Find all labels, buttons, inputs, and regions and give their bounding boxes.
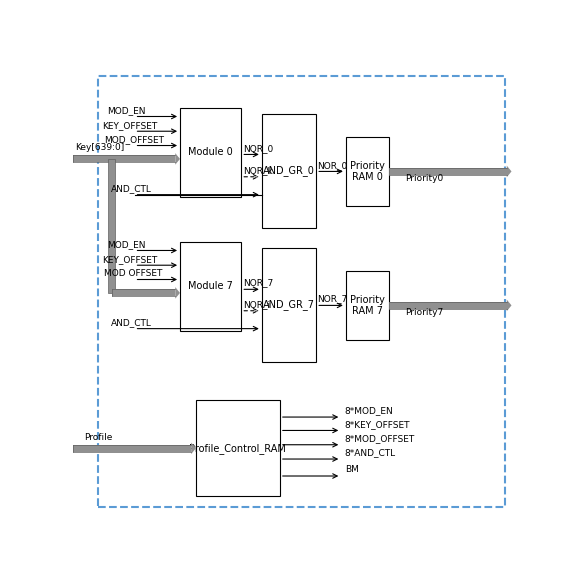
- Bar: [346, 271, 389, 340]
- Text: AND_CTL: AND_CTL: [111, 184, 152, 193]
- Text: Module 0: Module 0: [188, 147, 233, 157]
- Text: MOD_EN: MOD_EN: [107, 106, 146, 115]
- Text: NOR_i: NOR_i: [243, 300, 270, 309]
- Bar: [262, 248, 316, 362]
- Text: Profile: Profile: [84, 433, 113, 441]
- Text: Priority7: Priority7: [405, 307, 443, 317]
- Polygon shape: [175, 153, 180, 165]
- Text: NOR_7: NOR_7: [243, 278, 273, 288]
- Polygon shape: [108, 159, 115, 293]
- Polygon shape: [507, 166, 512, 177]
- Polygon shape: [389, 168, 507, 175]
- Text: MOD_EN: MOD_EN: [107, 240, 146, 249]
- Text: NOR_7: NOR_7: [318, 295, 348, 303]
- Text: 8*MOD_OFFSET: 8*MOD_OFFSET: [345, 434, 415, 443]
- Bar: [180, 241, 241, 331]
- Text: Priority
RAM 0: Priority RAM 0: [350, 161, 385, 182]
- Text: AND_CTL: AND_CTL: [111, 318, 152, 327]
- Bar: [262, 114, 316, 228]
- Text: MOD_OFFSET: MOD_OFFSET: [104, 135, 163, 144]
- Text: NOR_0: NOR_0: [318, 161, 348, 169]
- Text: 8*MOD_EN: 8*MOD_EN: [345, 406, 394, 415]
- Bar: [180, 107, 241, 197]
- Text: Priority
RAM 7: Priority RAM 7: [350, 295, 385, 316]
- Polygon shape: [73, 155, 175, 162]
- Text: MOD OFFSET: MOD OFFSET: [104, 269, 162, 278]
- Text: KEY_OFFSET: KEY_OFFSET: [102, 255, 157, 264]
- Polygon shape: [175, 287, 180, 299]
- Text: KEY_OFFSET: KEY_OFFSET: [102, 121, 157, 130]
- Text: NOR_k: NOR_k: [243, 166, 272, 175]
- Text: AND_GR_0: AND_GR_0: [263, 165, 315, 176]
- Bar: [98, 77, 505, 508]
- Polygon shape: [389, 302, 507, 309]
- Text: 8*KEY_OFFSET: 8*KEY_OFFSET: [345, 420, 410, 429]
- Polygon shape: [112, 289, 175, 296]
- Text: Module 7: Module 7: [188, 281, 233, 291]
- Bar: [196, 400, 280, 496]
- Text: BM: BM: [345, 465, 359, 474]
- Text: Priority0: Priority0: [405, 173, 443, 183]
- Text: Profile_Control_RAM: Profile_Control_RAM: [189, 443, 287, 454]
- Bar: [346, 137, 389, 206]
- Text: NOR_0: NOR_0: [243, 144, 273, 153]
- Text: Key[639:0]: Key[639:0]: [76, 143, 125, 152]
- Polygon shape: [191, 443, 196, 454]
- Polygon shape: [73, 445, 191, 452]
- Polygon shape: [507, 300, 512, 311]
- Text: AND_GR_7: AND_GR_7: [263, 299, 315, 310]
- Text: 8*AND_CTL: 8*AND_CTL: [345, 448, 396, 457]
